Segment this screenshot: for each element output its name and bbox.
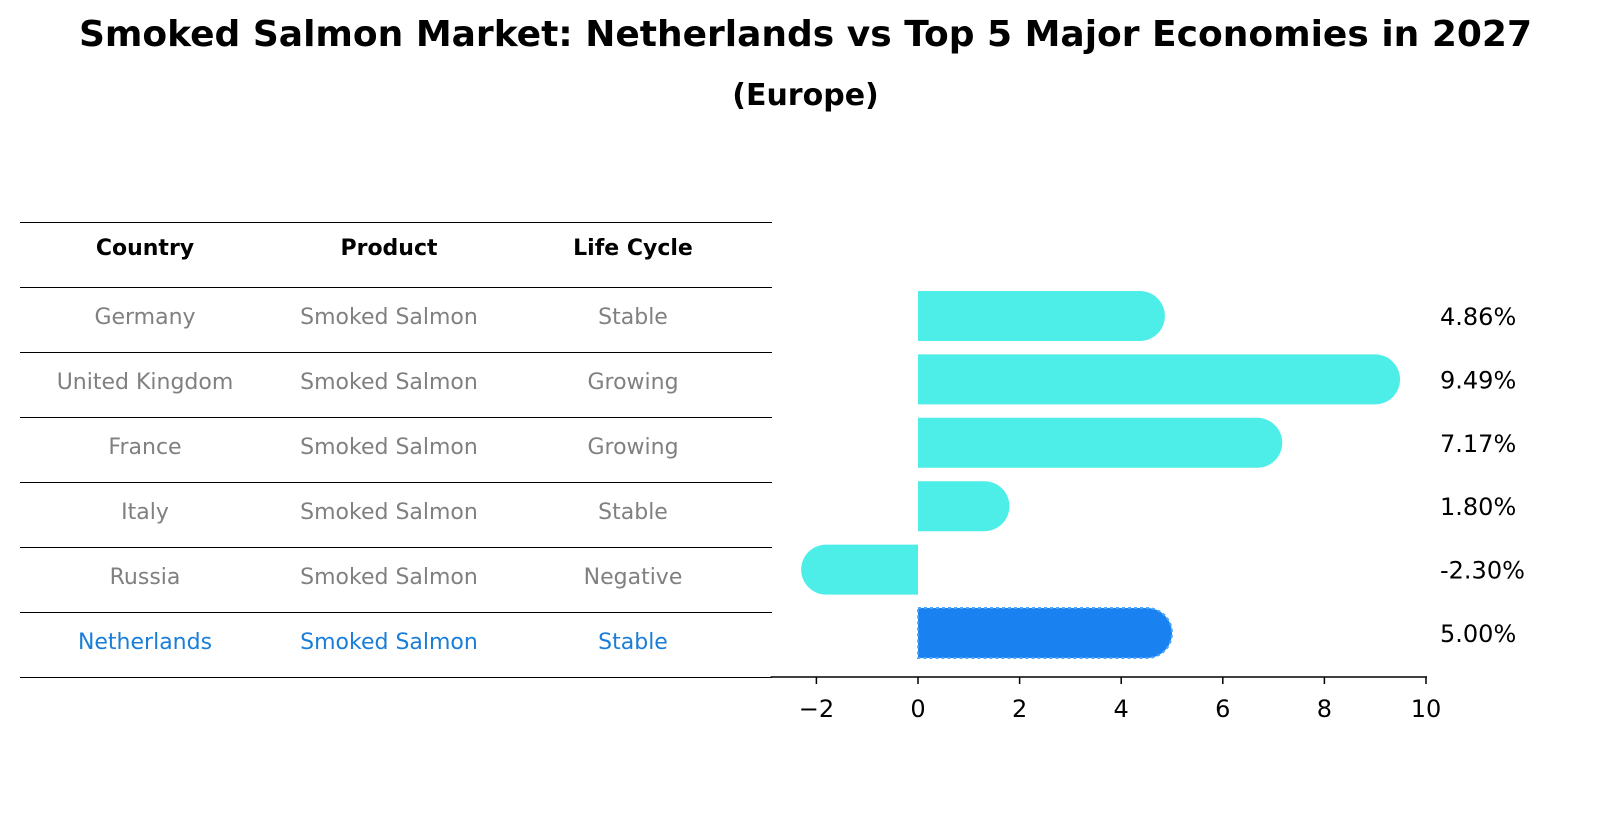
table-header: Life Cycle xyxy=(573,236,693,261)
table-cell: France xyxy=(108,435,182,460)
table-divider xyxy=(20,547,772,548)
table-cell: Netherlands xyxy=(77,630,213,655)
x-tick-label: −2 xyxy=(799,695,834,723)
bar-germany xyxy=(918,291,1165,341)
table-cell: Russia xyxy=(109,565,181,590)
table-cell: Growing xyxy=(587,435,679,460)
table-cell: Smoked Salmon xyxy=(300,500,478,525)
table-cell: Growing xyxy=(587,370,679,395)
bar-italy xyxy=(918,481,1010,532)
bar-value-label: 5.00% xyxy=(1440,620,1516,648)
x-tick-label: 2 xyxy=(1012,695,1027,723)
chart-title: Smoked Salmon Market: Netherlands vs Top… xyxy=(78,14,1533,55)
table-cell: Negative xyxy=(583,565,683,590)
x-tick-label: 8 xyxy=(1317,695,1332,723)
table-divider xyxy=(20,677,772,678)
chart-subtitle: (Europe) xyxy=(732,78,879,113)
table-header: Country xyxy=(95,236,195,261)
bar-russia xyxy=(801,544,918,595)
table-divider xyxy=(20,417,772,418)
table-cell: United Kingdom xyxy=(56,370,234,395)
table-cell: Italy xyxy=(121,500,169,525)
table-header: Product xyxy=(340,236,438,261)
bar-value-label: -2.30% xyxy=(1440,557,1525,585)
bar-france xyxy=(918,417,1283,468)
table-cell: Stable xyxy=(598,500,668,525)
table-cell: Smoked Salmon xyxy=(300,370,478,395)
table-divider xyxy=(20,287,772,288)
table-cell: Germany xyxy=(94,305,196,330)
table-cell: Smoked Salmon xyxy=(300,565,478,590)
x-tick-label: 0 xyxy=(910,695,925,723)
table-cell: Smoked Salmon xyxy=(300,630,478,655)
table-cell: Smoked Salmon xyxy=(300,435,478,460)
table-cell: Stable xyxy=(598,630,668,655)
x-tick-label: 10 xyxy=(1411,695,1442,723)
table-divider xyxy=(20,482,772,483)
table-divider xyxy=(20,612,772,613)
table-divider xyxy=(20,352,772,353)
table-cell: Stable xyxy=(598,305,668,330)
bar-value-label: 1.80% xyxy=(1440,493,1516,521)
bar-value-label: 4.86% xyxy=(1440,303,1516,331)
bar-united-kingdom xyxy=(918,354,1401,405)
table-divider xyxy=(20,222,772,223)
bar-value-label: 9.49% xyxy=(1440,366,1516,394)
x-tick-label: 4 xyxy=(1114,695,1129,723)
table-cell: Smoked Salmon xyxy=(300,305,478,330)
x-tick-label: 6 xyxy=(1215,695,1230,723)
bar-netherlands xyxy=(917,607,1173,659)
bar-value-label: 7.17% xyxy=(1440,430,1516,458)
